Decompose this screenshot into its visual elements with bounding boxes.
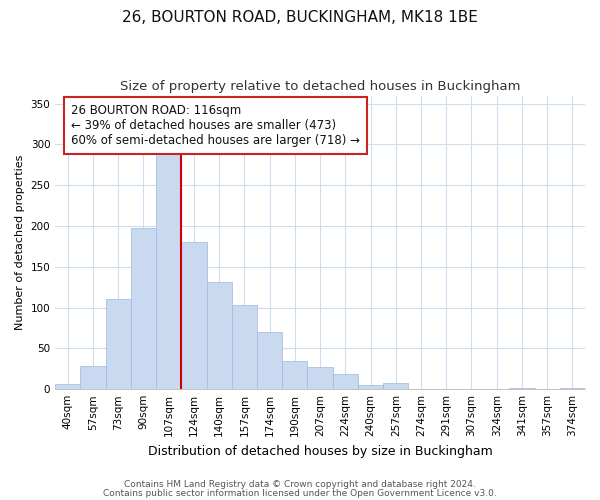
Bar (560, 388, 585, 389)
Bar (257, 332, 282, 389)
Bar (307, 367, 332, 389)
Bar (181, 242, 206, 389)
Text: 26 BOURTON ROAD: 116sqm
← 39% of detached houses are smaller (473)
60% of semi-d: 26 BOURTON ROAD: 116sqm ← 39% of detache… (71, 104, 360, 148)
Bar (131, 228, 156, 389)
Bar (232, 305, 257, 389)
Bar (106, 298, 131, 389)
Bar (80, 366, 106, 389)
Bar (509, 388, 535, 389)
Bar (332, 374, 358, 389)
Text: Contains HM Land Registry data © Crown copyright and database right 2024.: Contains HM Land Registry data © Crown c… (124, 480, 476, 489)
X-axis label: Distribution of detached houses by size in Buckingham: Distribution of detached houses by size … (148, 444, 493, 458)
Bar (55, 384, 80, 389)
Bar (383, 382, 409, 389)
Bar (156, 151, 181, 389)
Bar (282, 360, 307, 389)
Text: 26, BOURTON ROAD, BUCKINGHAM, MK18 1BE: 26, BOURTON ROAD, BUCKINGHAM, MK18 1BE (122, 10, 478, 25)
Bar (358, 385, 383, 389)
Text: Contains public sector information licensed under the Open Government Licence v3: Contains public sector information licen… (103, 488, 497, 498)
Title: Size of property relative to detached houses in Buckingham: Size of property relative to detached ho… (120, 80, 520, 93)
Bar (206, 282, 232, 389)
Y-axis label: Number of detached properties: Number of detached properties (15, 154, 25, 330)
